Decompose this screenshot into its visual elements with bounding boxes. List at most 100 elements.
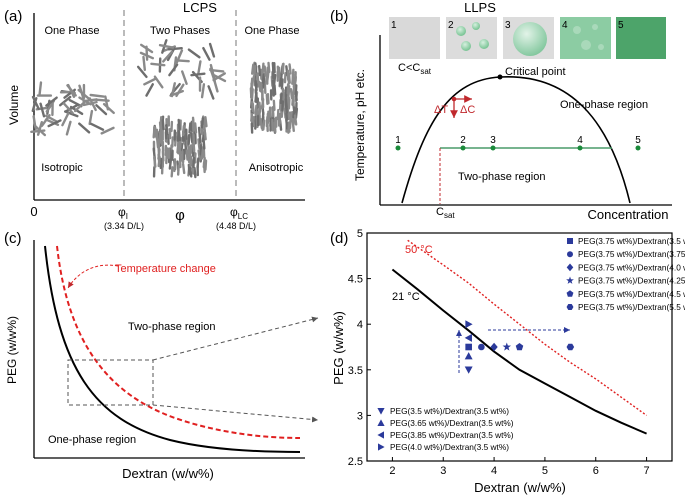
legend-marker-circle	[567, 251, 573, 258]
panel-a-label: (a)	[4, 8, 22, 25]
x-tick-label: 7	[644, 465, 650, 477]
legend-marker-triangle-down	[377, 408, 385, 415]
rod	[261, 77, 266, 89]
x-tick-label: 3	[440, 465, 446, 477]
legend-label: PEG(3.75 wt%)/Dextran(3.5 wt%)	[578, 236, 685, 246]
rod	[251, 100, 255, 113]
panel-d-label: (d)	[330, 230, 348, 247]
delta-t-label: ΔT	[434, 104, 448, 116]
rod	[158, 43, 175, 49]
rod	[254, 104, 258, 116]
rod	[285, 118, 289, 130]
x-tick-label: 5	[542, 465, 548, 477]
region-label-one-phase-right: One Phase	[244, 25, 299, 37]
panel-d-curves	[391, 239, 647, 435]
x-tick-label: 4	[491, 465, 497, 477]
y-tick-label: 4	[357, 319, 363, 331]
phi-lc-value: (4.48 D/L)	[216, 221, 256, 231]
rod	[73, 100, 86, 113]
state-point-1	[395, 145, 401, 151]
rod	[158, 121, 162, 133]
rod	[266, 92, 270, 105]
rod	[262, 119, 266, 131]
rod	[45, 96, 58, 107]
rod	[175, 49, 184, 64]
aligned-rods-right	[249, 61, 299, 134]
rod	[82, 100, 98, 107]
panel-d-x-ticks: 2 3 4 5 6 7	[389, 457, 650, 477]
rod	[153, 126, 157, 138]
rod	[177, 118, 181, 131]
x-origin-label: 0	[30, 204, 37, 219]
anisotropic-label: Anisotropic	[249, 162, 304, 174]
coalesced-droplet	[513, 22, 547, 56]
rod	[197, 138, 201, 150]
rod	[187, 163, 191, 176]
legend-marker-triangle-up	[377, 419, 385, 426]
rod	[145, 45, 149, 61]
data-point-star	[502, 342, 512, 351]
rod	[193, 166, 197, 179]
rod	[253, 64, 257, 77]
panel-c-ylabel: PEG (w/w%)	[5, 316, 19, 384]
rod	[279, 92, 283, 105]
legend-marker-triangle-left	[377, 431, 384, 439]
panel-b-xlabel: Concentration	[588, 207, 669, 222]
rod	[61, 112, 70, 127]
rod	[257, 64, 262, 77]
legend-marker-diamond	[566, 263, 574, 272]
rod	[187, 48, 201, 59]
y-tick-label: 2.5	[348, 456, 363, 468]
rod	[292, 85, 296, 97]
zoom-connector-top	[152, 316, 319, 361]
rod	[177, 129, 182, 142]
panel-c-xlabel: Dextran (w/w%)	[122, 466, 214, 481]
csat-label: Csat	[436, 206, 455, 220]
state-point-5	[635, 145, 641, 151]
rod	[293, 114, 298, 126]
rod	[287, 122, 291, 134]
rod	[292, 106, 296, 119]
rod	[197, 60, 202, 76]
rod	[170, 166, 174, 178]
legend-label: PEG(3.75 wt%)/Dextran(5.5 wt%)	[578, 302, 685, 312]
aligned-rods-bottom	[152, 115, 208, 179]
rod	[68, 98, 83, 108]
rod	[36, 120, 43, 136]
panel-b: (b) LLPS 1 2 3 4 5 Temperature, pH etc. …	[330, 0, 672, 222]
binodal-curve-high-temp	[56, 245, 301, 439]
rod	[197, 149, 201, 161]
y-tick-label: 5	[357, 228, 363, 240]
zoom-box	[67, 359, 154, 406]
legend-dextran-series: PEG(3.75 wt%)/Dextran(3.5 wt%) PEG(3.75 w…	[566, 236, 685, 312]
rod	[280, 78, 284, 90]
panel-c: (c) PEG (w/w%) Dextran (w/w%) Temperatur…	[4, 230, 319, 481]
rod	[272, 99, 276, 111]
rod	[65, 120, 72, 136]
rod	[62, 102, 74, 115]
state-point-3	[490, 145, 496, 151]
rod	[58, 95, 72, 107]
rod	[78, 84, 85, 100]
panel-b-label: (b)	[330, 8, 348, 25]
panel-a-ylabel: Volume	[7, 85, 21, 125]
data-point-hexagon	[566, 343, 575, 351]
rod	[45, 99, 56, 113]
rod	[192, 140, 196, 153]
rod	[139, 51, 155, 60]
panel-d-xlabel: Dextran (w/w%)	[474, 480, 566, 495]
rod	[168, 63, 179, 77]
rod	[104, 95, 110, 111]
legend-label: PEG(3.5 wt%)/Dextran(3.5 wt%)	[390, 406, 509, 416]
y-tick-label: 3	[357, 410, 363, 422]
state-box-1	[389, 17, 440, 59]
rod	[168, 158, 173, 170]
rod	[190, 72, 206, 77]
legend-marker-triangle-right	[378, 443, 385, 451]
legend-marker-star	[566, 276, 574, 284]
isotropic-rods-left	[30, 81, 115, 137]
temperature-change-label: Temperature change	[115, 263, 216, 275]
panel-a-title: LCPS	[183, 0, 217, 15]
curve-21c	[391, 268, 647, 435]
